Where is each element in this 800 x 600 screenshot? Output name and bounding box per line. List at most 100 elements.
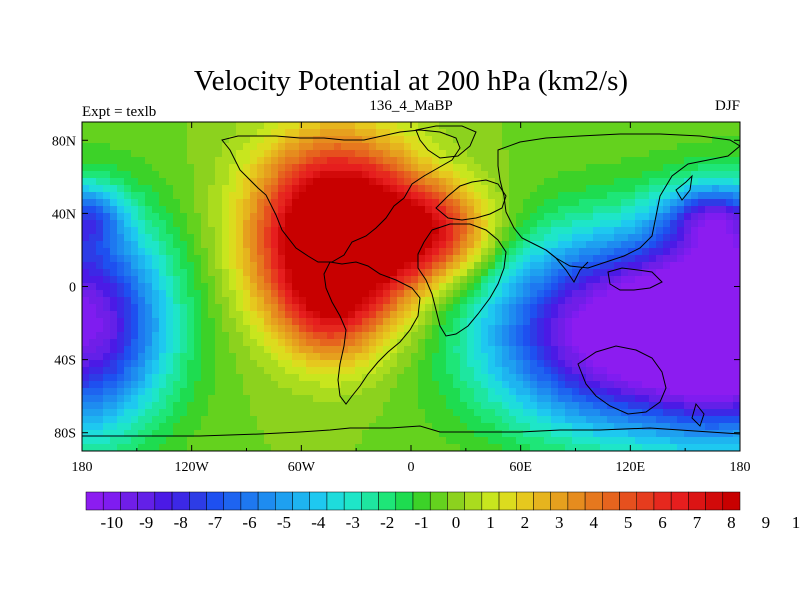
field-cell [103,395,111,403]
field-cell [684,157,692,165]
field-cell [488,381,496,389]
field-cell [292,423,300,431]
field-cell [89,430,97,438]
field-cell [530,157,538,165]
field-cell [425,241,433,249]
field-cell [481,276,489,284]
field-cell [320,157,328,165]
field-cell [236,150,244,158]
field-cell [726,129,734,137]
field-cell [166,206,174,214]
field-cell [551,164,559,172]
field-cell [159,129,167,137]
field-cell [243,311,251,319]
field-cell [446,262,454,270]
field-cell [488,136,496,144]
field-cell [89,409,97,417]
field-cell [145,395,153,403]
field-cell [215,220,223,228]
field-cell [467,388,475,396]
field-cell [621,444,629,451]
field-cell [285,304,293,312]
field-cell [663,255,671,263]
field-cell [229,297,237,305]
field-cell [313,444,321,451]
field-cell [621,283,629,291]
field-cell [138,290,146,298]
field-cell [222,444,230,451]
field-cell [600,430,608,438]
field-cell [264,227,272,235]
field-cell [201,353,209,361]
field-cell [621,388,629,396]
field-cell [467,248,475,256]
field-cell [488,213,496,221]
field-cell [334,367,342,375]
field-cell [663,332,671,340]
field-cell [404,360,412,368]
field-cell [215,269,223,277]
field-cell [404,367,412,375]
field-cell [705,185,713,193]
field-cell [152,136,160,144]
field-cell [299,325,307,333]
field-cell [236,388,244,396]
field-cell [663,346,671,354]
field-cell [607,136,615,144]
field-cell [453,416,461,424]
field-cell [572,150,580,158]
subtitle-left: Expt = texlb [82,104,156,120]
subtitle-right: DJF [715,98,740,114]
y-tick-label: 80S [54,427,76,442]
field-cell [607,276,615,284]
field-cell [663,374,671,382]
field-cell [600,220,608,228]
field-cell [642,122,650,130]
field-cell [733,157,740,165]
field-cell [173,262,181,270]
field-cell [684,409,692,417]
field-cell [677,255,685,263]
field-cell [530,255,538,263]
field-cell [173,136,181,144]
field-cell [551,444,559,451]
field-cell [89,290,97,298]
field-cell [390,220,398,228]
field-cell [439,346,447,354]
field-cell [306,136,314,144]
field-cell [726,297,734,305]
field-cell [124,367,132,375]
field-cell [194,402,202,410]
field-cell [733,227,740,235]
field-cell [481,255,489,263]
field-cell [614,199,622,207]
field-cell [411,402,419,410]
field-cell [544,171,552,179]
field-cell [334,409,342,417]
field-cell [215,206,223,214]
field-cell [131,318,139,326]
field-cell [250,290,258,298]
field-cell [691,185,699,193]
coastline-asia [497,133,740,269]
field-cell [698,262,706,270]
field-cell [103,353,111,361]
field-cell [425,416,433,424]
field-cell [698,171,706,179]
field-cell [397,374,405,382]
field-cell [509,409,517,417]
field-cell [558,402,566,410]
field-cell [271,213,279,221]
field-cell [173,290,181,298]
field-cell [201,164,209,172]
field-cell [355,374,363,382]
field-cell [201,248,209,256]
field-cell [649,346,657,354]
field-cell [222,409,230,417]
field-cell [642,304,650,312]
field-cell [278,220,286,228]
field-cell [320,318,328,326]
field-cell [271,262,279,270]
field-cell [404,381,412,389]
field-cell [96,262,104,270]
